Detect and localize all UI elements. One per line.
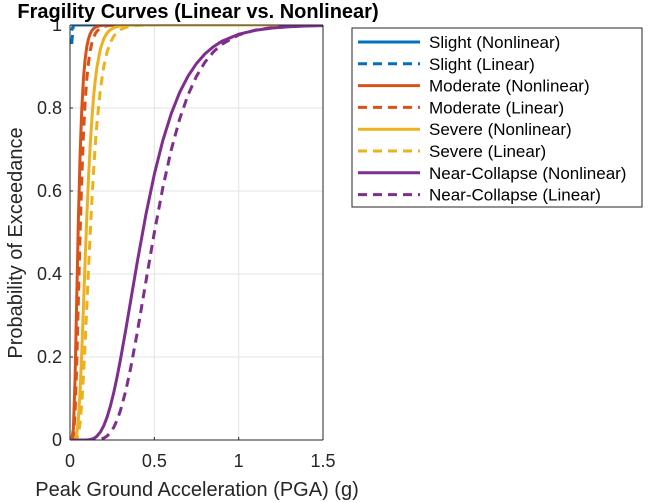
grid-lines [70,25,323,440]
legend-box [351,27,643,208]
legend-label: Severe (Linear) [429,142,546,161]
x-tick-label: 1.5 [310,451,335,471]
legend-label: Moderate (Linear) [429,98,564,117]
legend: Slight (Nonlinear) Slight (Linear) Moderat… [351,27,643,208]
y-tick-label: 0.8 [37,98,62,118]
legend-label: Severe (Nonlinear) [429,120,572,139]
x-tick-label: 0 [65,451,75,471]
chart-title: Fragility Curves (Linear vs. Nonlinear) [17,1,378,23]
y-axis-label: Probability of Exceedance [5,127,27,358]
x-axis-label: Peak Ground Acceleration (PGA) (g) [35,479,358,501]
axes-box [69,24,324,441]
series-line-severe-nonlinear [71,25,323,440]
legend-label: Near-Collapse (Linear) [429,186,601,205]
y-tick-label: 0.4 [37,264,62,284]
plot-area [70,25,323,440]
x-tick-label: 0.5 [142,451,167,471]
y-tick-label: 0 [52,430,62,450]
legend-label: Near-Collapse (Nonlinear) [429,164,626,183]
legend-label: Slight (Linear) [429,55,535,74]
legend-label: Moderate (Nonlinear) [429,77,590,96]
x-tick-label: 1 [234,451,244,471]
y-tick-label: 1 [52,15,62,35]
series-line-severe-linear [71,25,323,440]
legend-label: Slight (Nonlinear) [429,33,560,52]
y-tick-label: 0.6 [37,181,62,201]
y-tick-label: 0.2 [37,347,62,367]
axis-ticks: 0 0.5 1 1.5 0 0.2 0.4 0.6 0.8 1 [37,15,336,471]
series-line-near-collapse-linear [71,25,323,440]
